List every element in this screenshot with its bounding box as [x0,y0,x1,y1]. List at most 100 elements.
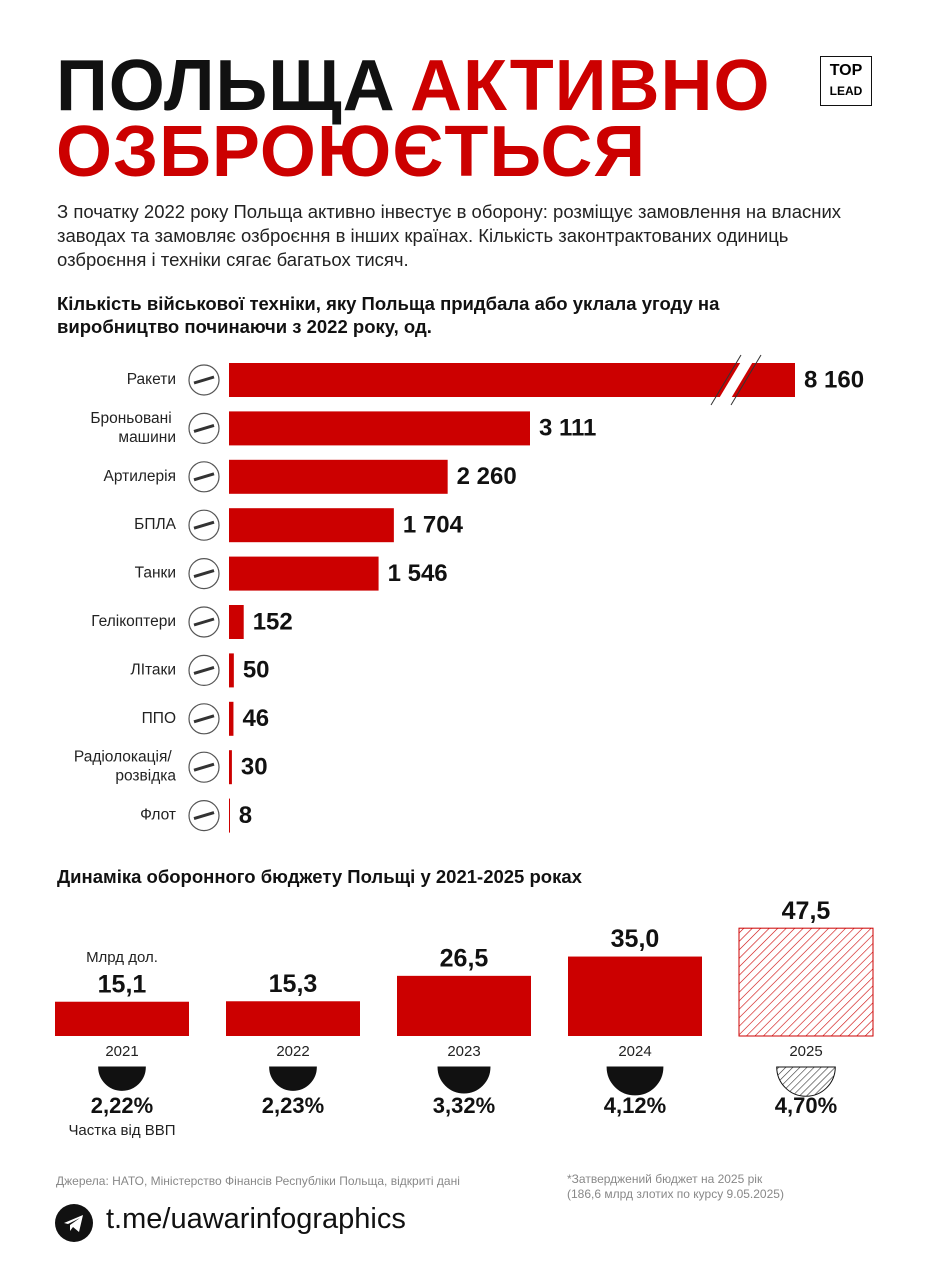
value-label: 8 [239,802,252,829]
bar [55,1001,189,1036]
category-line: ЛІтаки [131,661,176,678]
category-label: Ракети [127,371,176,388]
axis-break-line [710,354,742,406]
value-label: 15,1 [98,970,147,998]
bar [229,363,795,397]
category-line: Броньовані [90,410,176,427]
telegram-glyph [64,1215,83,1232]
category-line: розвідка [115,768,176,785]
bar [229,556,379,591]
share-label: 2,23% [262,1093,324,1118]
category-line: машини [118,429,176,446]
icon-glyph [193,665,215,675]
category-line: Радіолокація/ [74,749,176,766]
bar [229,508,394,543]
icon-glyph [193,617,215,627]
share-half-circle [269,1066,317,1091]
share-half-circle [98,1066,146,1091]
category-label: Флот [140,807,176,824]
icon-glyph [193,569,215,579]
bar [229,653,234,688]
category-label: Танки [135,565,176,582]
x-tick-label: 2025 [789,1043,822,1060]
share-axis-label: Частка від ВВП [68,1122,175,1139]
logo: TOP LEAD [820,56,872,106]
category-line: Гелікоптери [91,613,176,630]
category-line: Флот [140,807,176,824]
icon-glyph [193,520,215,530]
value-label: 1 546 [388,560,448,587]
category-label: Радіолокація/ розвідка [74,749,177,785]
bar [229,411,530,446]
description: З початку 2022 року Польща активно інвес… [57,201,842,270]
category-line: ППО [142,710,176,727]
bar [229,459,448,494]
value-label: 1 704 [403,512,464,539]
x-tick-label: 2022 [276,1043,309,1060]
category-label: Гелікоптери [91,613,176,630]
category-label: Броньовані машини [90,410,176,446]
share-label: 4,12% [604,1093,666,1118]
value-label: 50 [243,657,270,684]
bar [229,750,232,785]
value-label: 26,5 [440,944,489,972]
chart-title: Кількість військової техніки, яку Польща… [57,293,720,337]
telegram-icon [55,1204,93,1242]
axis-break [715,355,757,405]
share-label: 3,32% [433,1093,495,1118]
bar [229,605,244,639]
share-label: 2,22% [91,1093,153,1118]
category-line: Артилерія [104,468,177,485]
bar [397,975,531,1036]
logo-text: LEAD [829,84,863,98]
axis-break-line [730,354,762,406]
icon-glyph [193,472,215,482]
category-label: Артилерія [104,468,177,485]
icon-glyph [193,811,215,821]
icon-glyph [193,375,215,385]
value-label: 8 160 [804,366,864,393]
category-line: Ракети [127,371,176,388]
x-tick-label: 2021 [105,1043,138,1060]
value-label: 3 111 [539,415,596,442]
share-half-circle [437,1066,491,1094]
bar [229,701,234,736]
bar [229,798,230,833]
icon-glyph [193,762,215,772]
icon-glyph [193,423,215,433]
category-line: БПЛА [134,516,176,533]
value-label: 2 260 [457,463,517,490]
y-axis-label: Млрд дол. [86,949,158,966]
x-tick-label: 2024 [618,1043,651,1060]
value-label: 47,5 [782,897,831,925]
value-label: 35,0 [611,925,660,953]
footnote-line: (186,6 млрд злотих по курсу 9.05.2025) [567,1187,784,1201]
title-word: ПОЛЬЩА [56,46,396,126]
icon-glyph [193,714,215,724]
sources: Джерела: НАТО, Міністерство Фінансів Рес… [56,1174,460,1188]
share-half-circle [606,1066,664,1096]
value-label: 15,3 [269,970,318,998]
value-label: 30 [241,754,268,781]
logo-text: TOP [829,62,863,79]
bar [568,956,702,1036]
link[interactable]: t.me/uawarinfographics [106,1203,406,1235]
x-tick-label: 2023 [447,1043,480,1060]
bar [738,927,874,1037]
title-word: АКТИВНО [410,46,771,126]
title-word: ОЗБРОЮЄТЬСЯ [56,112,647,192]
category-label: ППО [142,710,176,727]
footnote: *Затверджений бюджет на 2025 рік (186,6 … [567,1172,784,1202]
value-label: 46 [242,705,269,732]
chart-title: Динаміка оборонного бюджету Польщі у 202… [57,866,582,887]
category-label: ЛІтаки [131,661,176,678]
footnote-line: *Затверджений бюджет на 2025 рік [567,1172,763,1186]
category-line: Танки [135,565,176,582]
bar [226,1001,360,1036]
share-label: 4,70% [775,1093,837,1118]
category-label: БПЛА [134,516,176,533]
value-label: 152 [253,608,293,635]
share-half-circle [776,1066,836,1097]
